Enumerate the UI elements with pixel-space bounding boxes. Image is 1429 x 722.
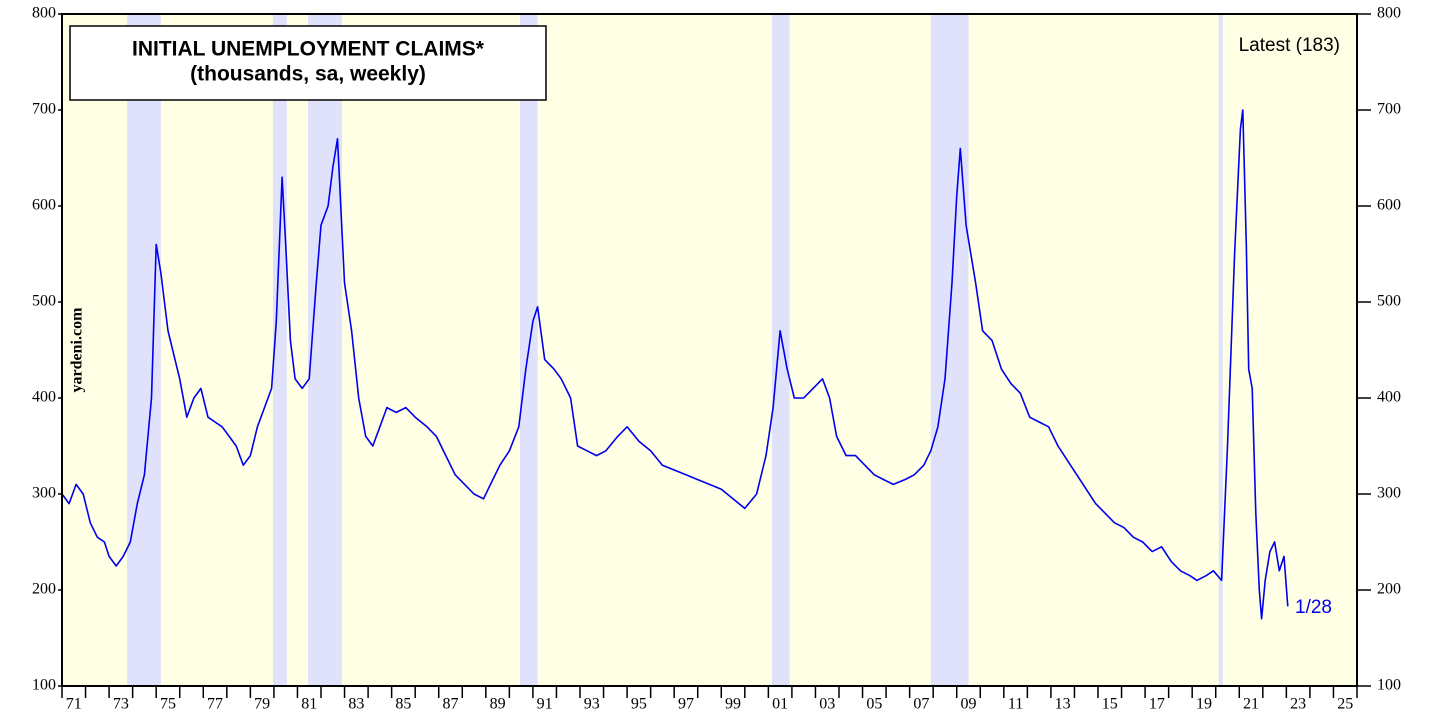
x-tick-label: 03 xyxy=(819,696,835,713)
x-tick-label: 85 xyxy=(395,696,411,713)
x-tick-label: 23 xyxy=(1290,696,1306,713)
x-tick-label: 87 xyxy=(443,696,459,713)
y-tick-label-right: 800 xyxy=(1377,5,1401,22)
x-tick-label: 17 xyxy=(1149,696,1165,713)
x-tick-label: 21 xyxy=(1243,696,1259,713)
chart-title: INITIAL UNEMPLOYMENT CLAIMS* xyxy=(132,38,485,61)
x-tick-label: 09 xyxy=(961,696,977,713)
recession-band xyxy=(308,14,342,686)
recession-band xyxy=(272,14,287,686)
y-tick-label: 400 xyxy=(32,389,56,406)
x-tick-label: 77 xyxy=(207,696,223,713)
x-tick-label: 11 xyxy=(1008,696,1023,713)
y-tick-label-right: 300 xyxy=(1377,485,1401,502)
series-line xyxy=(61,109,1289,620)
y-tick-label-right: 400 xyxy=(1377,389,1401,406)
x-tick-label: 05 xyxy=(866,696,882,713)
recession-band xyxy=(930,14,969,686)
source-label: yardeni.com xyxy=(69,307,86,393)
recession-band xyxy=(126,14,161,686)
y-tick-label: 300 xyxy=(32,485,56,502)
x-tick-label: 93 xyxy=(584,696,600,713)
latest-label: Latest (183) xyxy=(1239,35,1340,56)
y-tick-label: 100 xyxy=(32,677,56,694)
x-tick-label: 79 xyxy=(254,696,270,713)
x-tick-label: 19 xyxy=(1196,696,1212,713)
x-tick-label: 91 xyxy=(537,696,553,713)
y-tick-label-right: 200 xyxy=(1377,581,1401,598)
x-tick-label: 13 xyxy=(1055,696,1071,713)
y-tick-label: 800 xyxy=(32,5,56,22)
x-tick-label: 25 xyxy=(1337,696,1353,713)
x-tick-label: 81 xyxy=(301,696,317,713)
x-tick-label: 71 xyxy=(66,696,82,713)
chart-subtitle: (thousands, sa, weekly) xyxy=(190,63,426,86)
title-box xyxy=(69,25,547,101)
x-tick-label: 75 xyxy=(160,696,176,713)
x-tick-label: 15 xyxy=(1102,696,1118,713)
x-tick-label: 95 xyxy=(631,696,647,713)
x-tick-label: 89 xyxy=(490,696,506,713)
x-tick-label: 97 xyxy=(678,696,694,713)
recession-band xyxy=(1218,14,1223,686)
y-tick-label: 700 xyxy=(32,101,56,118)
y-tick-label: 500 xyxy=(32,293,56,310)
recession-band xyxy=(771,14,790,686)
plot-frame xyxy=(61,13,1358,687)
x-tick-label: 07 xyxy=(913,696,929,713)
x-tick-label: 01 xyxy=(772,696,788,713)
y-tick-label-right: 100 xyxy=(1377,677,1401,694)
date-label: 1/28 xyxy=(1295,597,1332,618)
y-tick-label-right: 600 xyxy=(1377,197,1401,214)
x-tick-label: 99 xyxy=(725,696,741,713)
y-tick-label-right: 700 xyxy=(1377,101,1401,118)
y-tick-label-right: 500 xyxy=(1377,293,1401,310)
y-tick-label: 200 xyxy=(32,581,56,598)
x-tick-label: 83 xyxy=(348,696,364,713)
plot-background xyxy=(62,14,1357,686)
x-tick-label: 73 xyxy=(113,696,129,713)
y-tick-label: 600 xyxy=(32,197,56,214)
